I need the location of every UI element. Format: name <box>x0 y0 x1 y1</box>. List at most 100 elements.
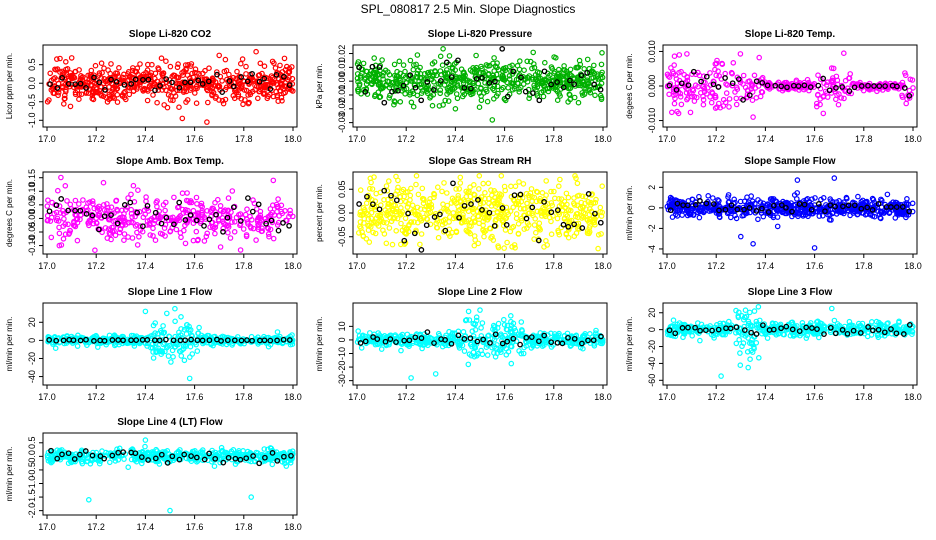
data-point <box>188 61 195 67</box>
data-point <box>219 97 226 104</box>
data-point <box>478 325 484 331</box>
data-point <box>543 238 549 244</box>
data-point <box>505 85 512 91</box>
x-tick-label: 18.0 <box>594 134 612 144</box>
data-point <box>83 90 89 96</box>
data-point <box>355 59 362 65</box>
data-point <box>102 84 108 91</box>
data-point <box>187 87 194 93</box>
panel-title: Slope Gas Stream RH <box>429 156 532 167</box>
data-point <box>90 96 97 103</box>
data-point <box>183 65 189 72</box>
data-point <box>409 202 416 209</box>
data-point <box>152 87 158 94</box>
data-point <box>500 316 507 323</box>
data-point <box>366 239 373 245</box>
data-point <box>512 183 519 190</box>
data-point <box>128 191 134 198</box>
data-point <box>396 58 403 65</box>
panel-title: Slope Line 1 Flow <box>128 287 213 298</box>
data-point <box>53 56 60 62</box>
data-point <box>386 225 393 231</box>
data-point <box>493 93 500 99</box>
data-point <box>179 70 185 76</box>
data-point <box>164 104 171 111</box>
x-tick-label: 17.6 <box>186 134 204 144</box>
x-tick-label: 18.0 <box>284 261 302 271</box>
data-point <box>195 77 202 84</box>
data-point <box>63 58 69 65</box>
data-point <box>413 173 420 179</box>
panel-title: Slope Amb. Box Temp. <box>116 156 224 167</box>
data-point <box>574 180 581 187</box>
data-point <box>245 100 252 107</box>
x-tick-label: 17.2 <box>87 392 105 402</box>
data-point <box>238 84 245 90</box>
data-point <box>235 80 242 86</box>
data-point <box>267 76 274 83</box>
data-point <box>241 78 248 85</box>
data-point <box>249 70 255 77</box>
data-point <box>385 178 392 184</box>
data-point <box>102 86 108 93</box>
data-point <box>432 371 439 377</box>
data-point <box>194 348 201 354</box>
data-point <box>74 237 81 244</box>
data-point <box>167 63 174 70</box>
x-tick-label: 17.2 <box>707 134 725 144</box>
data-point <box>59 75 66 81</box>
data-point <box>142 308 149 315</box>
panel-title: Slope Li-820 Temp. <box>745 29 836 40</box>
data-point <box>536 220 543 227</box>
data-point <box>202 67 208 74</box>
data-point <box>567 96 574 103</box>
data-point <box>238 60 244 67</box>
data-point <box>684 51 690 57</box>
data-point <box>289 75 296 82</box>
data-point <box>76 201 82 207</box>
figure-title: SPL_080817 2.5 Min. Slope Diagnostics <box>361 2 576 16</box>
data-point <box>532 229 539 236</box>
data-point <box>55 92 61 99</box>
data-point <box>178 234 184 241</box>
data-point <box>584 56 591 63</box>
data-point <box>274 329 281 335</box>
data-point <box>54 187 61 194</box>
data-point <box>286 74 292 81</box>
panel-title: Slope Sample Flow <box>744 156 835 167</box>
data-point <box>193 194 200 201</box>
data-point <box>518 319 525 325</box>
data-point <box>381 99 388 106</box>
data-point <box>176 84 183 91</box>
data-point <box>69 81 75 88</box>
x-tick-label: 17.0 <box>348 261 366 271</box>
data-point <box>289 88 296 94</box>
data-point <box>671 53 678 60</box>
x-tick-label: 17.4 <box>447 134 465 144</box>
y-tick-label: -2 <box>647 224 657 232</box>
points <box>664 50 916 120</box>
data-point <box>229 188 236 194</box>
x-tick-label: 18.0 <box>594 261 612 271</box>
x-tick-label: 17.4 <box>137 392 155 402</box>
data-point <box>737 51 744 57</box>
data-point <box>114 99 121 105</box>
data-point <box>149 61 155 68</box>
data-point <box>465 308 472 315</box>
data-point <box>418 97 425 104</box>
x-tick-label: 17.4 <box>447 392 465 402</box>
data-point <box>835 101 842 108</box>
y-tick-label: 20 <box>27 317 37 327</box>
data-point <box>450 210 457 216</box>
data-point <box>414 92 421 99</box>
data-point <box>243 63 249 70</box>
data-point <box>226 78 233 84</box>
data-point <box>746 309 753 316</box>
y-tick-label: 0 <box>27 338 37 343</box>
data-point <box>187 79 194 86</box>
data-point <box>286 82 293 88</box>
data-point <box>418 231 425 237</box>
data-point <box>78 73 84 79</box>
